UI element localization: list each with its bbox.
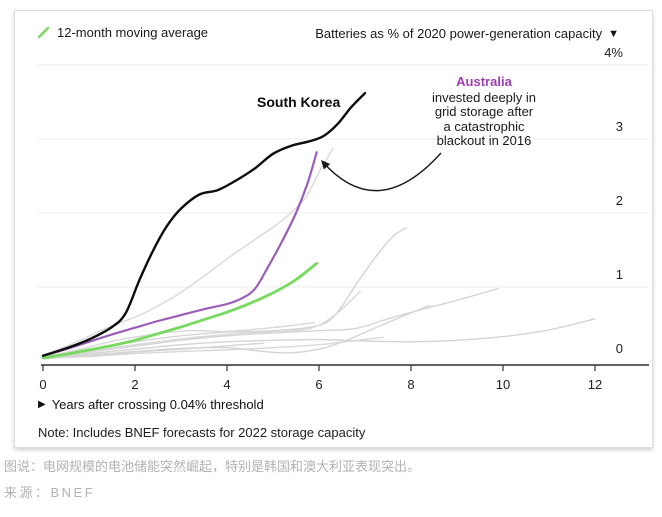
- x-tick-label: 6: [315, 377, 322, 392]
- series-other-market-6: [42, 304, 431, 359]
- australia-annotation: Australia invested deeply in grid storag…: [419, 74, 549, 149]
- series-lines: [41, 91, 596, 360]
- sort-dropdown-icon[interactable]: ▼: [608, 27, 619, 40]
- chart-card: 0 1 2 3 4% 0 2 4 6 8 10 12 12-month moving average…: [14, 10, 653, 448]
- australia-annotation-line: blackout in 2016: [436, 133, 532, 149]
- x-tick-label: 8: [407, 377, 414, 392]
- series-12-month-moving-average: [41, 261, 319, 360]
- series-other-market-2: [42, 227, 408, 358]
- arrow-path: [321, 152, 442, 192]
- x-tick-label: 2: [131, 377, 138, 392]
- series-other-market-3: [42, 287, 500, 358]
- x-tick-label: 4: [223, 377, 230, 392]
- chart-title: Batteries as % of 2020 power-generation …: [315, 26, 619, 41]
- y-tick-label: 1: [616, 267, 623, 282]
- gridlines: 0 1 2 3 4%: [37, 45, 649, 356]
- x-axis: 0 2 4 6 8 10 12: [39, 364, 649, 392]
- series-south-korea: [41, 91, 367, 357]
- x-axis-label-text: Years after crossing 0.04% threshold: [51, 397, 264, 412]
- australia-series-label: Australia: [456, 74, 512, 89]
- x-axis-pointer-icon: ▶: [38, 399, 46, 410]
- figure-source: 来源：BNEF: [4, 485, 96, 500]
- x-tick-label: 0: [39, 377, 46, 392]
- series-other-market-1: [42, 147, 334, 356]
- australia-annotation-line: a catastrophic: [443, 118, 525, 134]
- legend-label: 12-month moving average: [57, 25, 209, 40]
- x-tick-label: 12: [588, 377, 602, 392]
- chart-title-text: Batteries as % of 2020 power-generation …: [315, 26, 603, 41]
- moving-average-legend-icon: [37, 26, 50, 39]
- annotation-arrow-icon: [321, 152, 442, 192]
- y-tick-label: 0: [616, 341, 623, 356]
- series-other-market-5: [42, 290, 362, 358]
- series-other-market-4: [42, 318, 596, 358]
- x-axis-label: ▶ Years after crossing 0.04% threshold: [38, 397, 264, 412]
- australia-annotation-line: grid storage after: [434, 104, 534, 120]
- y-tick-label: 4%: [604, 45, 623, 60]
- chart-note: Note: Includes BNEF forecasts for 2022 s…: [38, 425, 366, 440]
- series-other-market-7: [42, 321, 316, 358]
- figure-caption: 图说：电网规模的电池储能突然崛起，特别是韩国和澳大利亚表现突出。: [4, 459, 421, 474]
- series-other-market-9: [42, 336, 385, 359]
- series-australia: [41, 151, 318, 357]
- south-korea-series-label: South Korea: [257, 94, 341, 110]
- x-tick-label: 10: [496, 377, 510, 392]
- y-tick-label: 2: [616, 193, 623, 208]
- legend: 12-month moving average: [37, 25, 208, 40]
- y-tick-label: 3: [616, 119, 623, 134]
- australia-annotation-line: invested deeply in: [431, 89, 537, 105]
